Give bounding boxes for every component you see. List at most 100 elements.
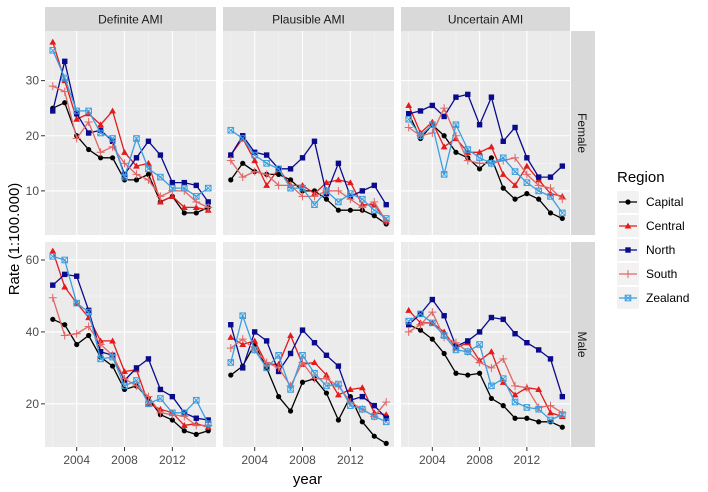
point-north [371,182,377,189]
y-tick-labels: 10 20 30 20 40 60 [26,74,45,411]
point-central [535,386,543,393]
panels [45,31,570,447]
point-capital [287,177,294,183]
point-zealand [476,154,483,162]
strip-col-1 [223,7,394,31]
point-north [50,108,56,114]
x-tick-label: 2008 [466,453,493,467]
panel-background [401,242,570,447]
point-central [624,222,632,229]
point-south [428,308,437,317]
point-zealand [204,420,212,427]
point-south [144,392,153,401]
point-zealand [73,107,80,115]
point-north [50,282,56,288]
point-south [144,175,153,184]
point-south [226,344,235,353]
point-zealand [335,380,342,388]
point-capital [287,408,294,414]
y-tick-label: 60 [26,253,40,267]
point-north [524,155,530,161]
x-tick-label: 2008 [289,453,316,467]
point-zealand [192,396,200,404]
point-central [547,409,554,416]
point-north [193,415,199,421]
point-zealand [359,405,366,413]
point-zealand [499,375,507,382]
point-south [96,148,105,157]
point-capital [276,171,282,177]
point-south [487,363,496,372]
point-zealand [181,184,188,192]
x-tick-label: 2012 [337,453,364,467]
legend-label: Central [646,219,685,233]
point-zealand [535,405,542,413]
panel-series-female-1 [226,126,391,227]
point-zealand [275,351,282,359]
point-central [523,162,531,169]
point-south [72,329,81,338]
point-capital [228,177,234,183]
point-central [49,247,57,254]
point-zealand [145,400,152,408]
point-north [500,316,506,323]
point-north [405,111,412,117]
point-north [383,415,389,421]
panel-series-male-2 [404,296,567,430]
point-zealand [299,351,306,359]
point-south [192,421,201,430]
point-capital [429,336,435,342]
point-capital [133,177,140,183]
point-north [625,247,631,253]
point-zealand [169,409,176,417]
legend-item-zealand: Zealand [617,287,689,309]
point-south [156,408,165,417]
point-central [346,386,354,393]
point-zealand [109,135,116,142]
point-central [168,193,176,199]
point-zealand [287,184,294,192]
panel-series-female-2 [404,91,567,222]
point-zealand [523,404,531,411]
point-capital [476,370,483,376]
legend-label: North [646,243,675,257]
legend-item-south: South [617,263,677,285]
point-zealand [251,151,258,159]
panel-female-1 [223,31,394,235]
point-zealand [452,346,460,354]
point-north [287,166,294,172]
y-tick-label: 20 [26,129,40,143]
series-line-zealand [52,50,209,198]
point-zealand [511,398,519,406]
point-capital [228,372,234,378]
point-north [453,94,459,100]
point-central [180,204,188,210]
point-zealand [287,386,294,393]
point-central [476,148,483,155]
y-tick-label: 20 [26,397,40,411]
point-north [311,340,318,346]
point-north [181,179,188,186]
point-south [84,322,93,331]
panel-background [401,31,570,235]
point-central [358,384,366,391]
point-zealand [535,187,542,195]
point-zealand [239,312,247,320]
point-north [383,201,389,208]
point-central [405,306,413,313]
point-central [311,359,318,366]
point-central [97,121,105,128]
point-central [192,204,200,210]
point-zealand [440,332,448,339]
point-north [157,152,164,158]
series-line-zealand [230,129,387,220]
point-capital [193,431,199,438]
strip-row-1 [571,242,595,447]
point-north [145,138,152,144]
point-south [522,383,531,392]
point-zealand [251,346,258,354]
point-zealand [511,168,519,175]
point-zealand [49,46,57,54]
point-capital [559,215,565,222]
point-capital [500,185,506,191]
